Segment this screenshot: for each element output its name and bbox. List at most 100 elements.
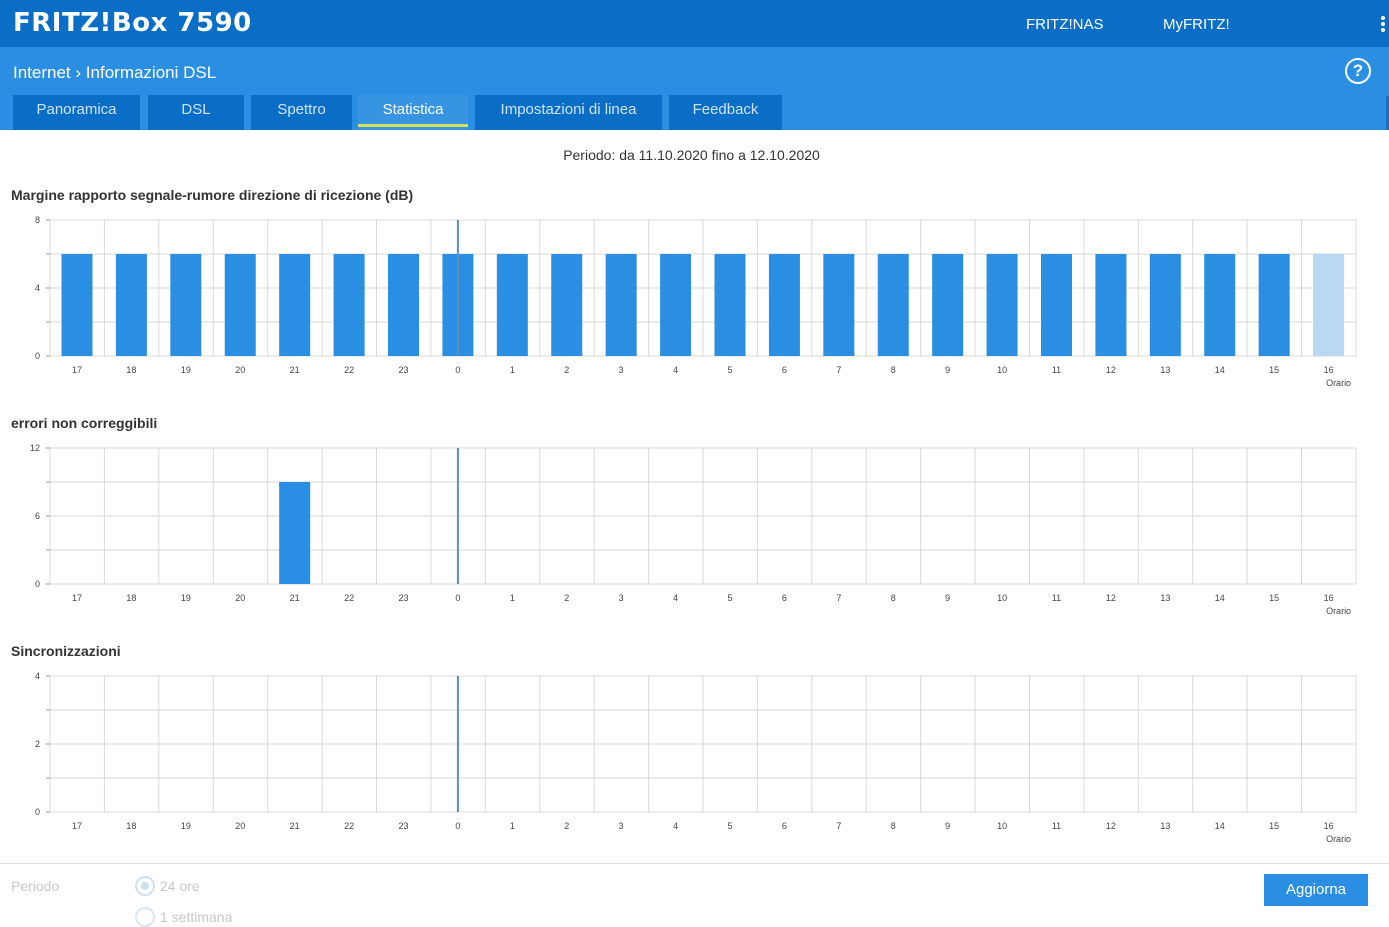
x-tick-label: 2 (564, 593, 569, 603)
chart-title-syncs: Sincronizzazioni (11, 643, 121, 659)
x-tick-label: 4 (673, 365, 678, 375)
bar-13 (1149, 254, 1181, 356)
period-text: Periodo: da 11.10.2020 fino a 12.10.2020 (563, 147, 820, 163)
breadcrumb-separator-icon: › (75, 63, 82, 82)
breadcrumb-current: Informazioni DSL (85, 63, 217, 82)
y-tick-label: 6 (35, 511, 40, 521)
x-tick-label: 20 (235, 365, 245, 375)
x-tick-label: 0 (455, 365, 460, 375)
x-tick-label: 17 (72, 593, 82, 603)
breadcrumb-parent[interactable]: Internet (13, 63, 71, 82)
x-tick-label: 10 (997, 821, 1007, 831)
more-menu-icon[interactable] (1381, 16, 1387, 34)
x-tick-label: 3 (619, 365, 624, 375)
x-tick-label: 18 (126, 821, 136, 831)
bar-18 (115, 254, 147, 356)
tab-panoramica[interactable]: Panoramica (13, 95, 140, 130)
x-tick-label: 9 (945, 593, 950, 603)
x-tick-label: 4 (673, 593, 678, 603)
chart-title-snr: Margine rapporto segnale-rumore direzion… (11, 187, 414, 203)
bar-7 (823, 254, 855, 356)
x-tick-label: 22 (344, 821, 354, 831)
myfritz-link[interactable]: MyFRITZ! (1163, 16, 1230, 33)
bar-2 (551, 254, 583, 356)
period-label: Periodo (11, 878, 60, 894)
x-tick-label: 16 (1324, 593, 1334, 603)
x-tick-label: 11 (1052, 821, 1061, 831)
tab-impostazioni-di-linea[interactable]: Impostazioni di linea (475, 95, 662, 130)
bar-15 (1258, 254, 1290, 356)
bar-6 (768, 254, 800, 356)
page-scrollbar[interactable] (1386, 96, 1389, 130)
x-tick-label: 14 (1215, 821, 1225, 831)
radio-second-option-label[interactable]: 1 settimana (160, 909, 233, 925)
bar-9 (932, 254, 964, 356)
x-tick-label: 19 (181, 593, 191, 603)
footer-bar: Periodo 24 ore 1 settimana Aggiorna (0, 863, 1389, 927)
radio-24-ore[interactable] (135, 876, 155, 896)
x-tick-label: 13 (1160, 593, 1170, 603)
tab-feedback[interactable]: Feedback (669, 95, 782, 130)
x-tick-label: 6 (782, 365, 787, 375)
bar-20 (224, 254, 256, 356)
x-tick-label: 8 (891, 365, 896, 375)
x-tick-label: 0 (455, 821, 460, 831)
x-tick-label: 7 (836, 593, 841, 603)
x-tick-label: 18 (126, 365, 136, 375)
radio-second-option[interactable] (135, 907, 155, 927)
x-tick-label: 8 (891, 593, 896, 603)
x-tick-label: 16 (1324, 365, 1334, 375)
x-tick-label: 14 (1215, 593, 1225, 603)
x-tick-label: 5 (727, 593, 732, 603)
y-tick-label: 0 (35, 807, 40, 817)
x-tick-label: 23 (398, 821, 408, 831)
x-tick-label: 13 (1160, 365, 1170, 375)
y-tick-label: 0 (35, 579, 40, 589)
x-tick-label: 9 (945, 821, 950, 831)
refresh-button[interactable]: Aggiorna (1264, 874, 1368, 906)
x-tick-label: 12 (1106, 821, 1116, 831)
y-tick-label: 2 (35, 739, 40, 749)
radio-selected-dot (141, 882, 149, 890)
help-icon[interactable]: ? (1345, 58, 1371, 84)
bar-21 (279, 254, 311, 356)
bar-8 (877, 254, 909, 356)
tab-dsl[interactable]: DSL (148, 95, 244, 130)
x-tick-label: 0 (455, 593, 460, 603)
x-tick-label: 4 (673, 821, 678, 831)
x-tick-label: 15 (1269, 593, 1279, 603)
x-tick-label: 13 (1160, 821, 1170, 831)
x-tick-label: 1 (510, 593, 515, 603)
x-tick-label: 7 (836, 365, 841, 375)
radio-24-ore-label[interactable]: 24 ore (160, 878, 200, 894)
tab-statistica[interactable]: Statistica (358, 95, 468, 130)
tab-spettro[interactable]: Spettro (251, 95, 352, 130)
bar-23 (388, 254, 419, 356)
fritznas-link[interactable]: FRITZ!NAS (1026, 16, 1104, 33)
y-tick-label: 4 (35, 283, 40, 293)
brand-logo[interactable]: FRITZ!Box 7590 (13, 8, 252, 38)
bar-19 (170, 254, 202, 356)
x-tick-label: 22 (344, 593, 354, 603)
x-tick-label: 14 (1215, 365, 1225, 375)
top-bar: FRITZ!Box 7590 FRITZ!NAS MyFRITZ! (0, 0, 1389, 47)
x-tick-label: 17 (72, 365, 82, 375)
tab-label: Statistica (382, 101, 444, 118)
x-tick-label: 23 (398, 593, 408, 603)
x-tick-label: 3 (619, 593, 624, 603)
x-axis-label: Orario (1326, 606, 1351, 616)
x-tick-label: 21 (290, 593, 300, 603)
tab-label: Panoramica (36, 101, 117, 118)
bar-21 (279, 482, 311, 584)
x-tick-label: 15 (1269, 821, 1279, 831)
x-tick-label: 7 (836, 821, 841, 831)
bar-10 (986, 254, 1018, 356)
bar-12 (1095, 254, 1127, 356)
x-tick-label: 1 (510, 821, 515, 831)
x-tick-label: 22 (344, 365, 354, 375)
x-tick-label: 11 (1052, 593, 1061, 603)
x-tick-label: 20 (235, 593, 245, 603)
